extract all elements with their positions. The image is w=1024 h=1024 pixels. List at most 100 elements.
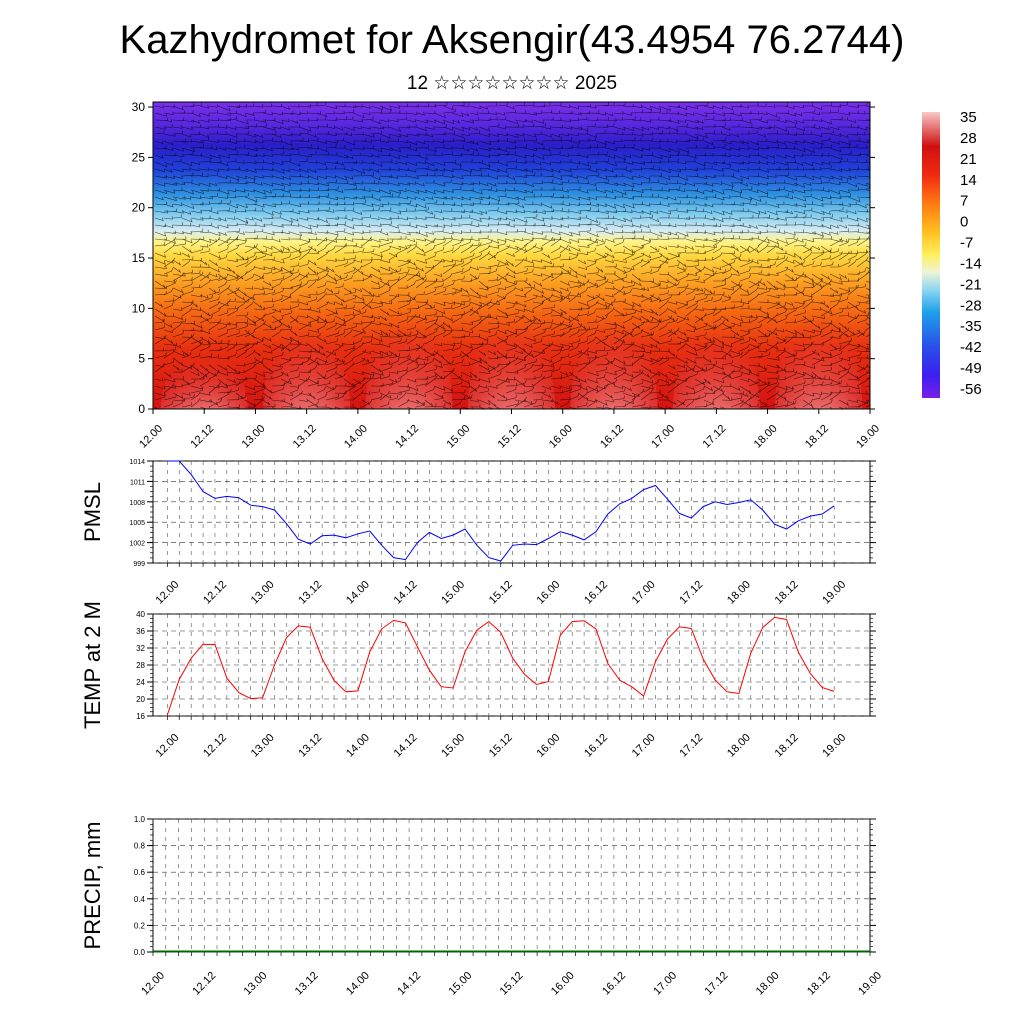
wind-barb xyxy=(181,147,195,152)
wind-barb xyxy=(820,224,832,230)
wind-barb xyxy=(820,213,833,219)
wind-barb xyxy=(199,173,209,177)
wind-barb xyxy=(352,338,362,345)
wind-barb xyxy=(730,161,744,165)
wind-barb xyxy=(433,321,445,331)
wind-barb xyxy=(415,182,425,187)
wind-barb xyxy=(811,166,822,171)
wind-barb xyxy=(478,357,488,364)
wind-barb xyxy=(496,336,508,344)
wind-barb xyxy=(595,158,609,163)
wind-barb xyxy=(325,152,338,156)
wind-barb xyxy=(460,406,473,409)
wind-barb xyxy=(811,285,824,296)
wind-barb xyxy=(523,294,538,303)
wind-barb xyxy=(667,130,678,135)
wind-barb xyxy=(712,196,725,201)
wind-barb xyxy=(397,338,408,345)
wind-barb xyxy=(802,364,816,369)
wind-barb xyxy=(406,355,420,366)
wind-barb xyxy=(838,364,847,371)
wind-barb xyxy=(820,308,833,315)
wind-barb xyxy=(478,244,491,254)
wind-barb xyxy=(262,269,272,275)
wind-barb xyxy=(397,231,411,236)
wind-barb xyxy=(280,118,290,122)
wind-barb xyxy=(469,403,481,408)
x-tick-label: 16.00 xyxy=(547,423,575,451)
wind-barb xyxy=(829,251,843,261)
wind-barb xyxy=(550,160,561,164)
wind-barb xyxy=(577,326,590,331)
wind-barb xyxy=(190,161,201,166)
wind-barb xyxy=(865,259,870,263)
wind-barb xyxy=(586,231,599,238)
wind-barb xyxy=(739,292,749,296)
wind-barb xyxy=(190,293,202,298)
wind-barb xyxy=(838,239,850,247)
wind-barb xyxy=(415,224,428,229)
wind-barb xyxy=(298,357,310,366)
wind-barb xyxy=(523,343,533,348)
wind-barb xyxy=(181,252,191,258)
wind-barb xyxy=(541,152,552,156)
wind-barb xyxy=(397,173,407,177)
wind-barb xyxy=(667,168,682,173)
wind-barb xyxy=(613,224,624,228)
wind-barb xyxy=(784,203,798,207)
wind-barb xyxy=(361,229,371,234)
wind-barb xyxy=(460,172,471,177)
wind-barb xyxy=(559,153,569,157)
wind-barb xyxy=(163,104,175,108)
wind-barb xyxy=(640,126,650,131)
wind-barb xyxy=(307,399,319,408)
wind-barb xyxy=(811,223,824,228)
wind-barb xyxy=(847,166,859,170)
wind-barb xyxy=(748,130,758,135)
wind-barb xyxy=(154,189,168,195)
wind-barb xyxy=(676,130,687,135)
wind-barb xyxy=(370,238,381,243)
wind-barb xyxy=(640,165,655,170)
wind-barb xyxy=(658,110,668,114)
wind-barb xyxy=(847,196,861,203)
wind-barb xyxy=(739,258,750,262)
wind-barb xyxy=(236,145,245,149)
wind-barb xyxy=(676,337,689,345)
wind-barb xyxy=(253,133,264,139)
wind-barb xyxy=(406,270,420,282)
wind-barb xyxy=(667,111,680,115)
wind-barb xyxy=(244,349,256,359)
wind-barb xyxy=(154,335,165,340)
wind-barb xyxy=(856,102,868,107)
wind-barb xyxy=(460,239,472,247)
wind-barb xyxy=(379,105,393,111)
wind-barb xyxy=(721,235,734,240)
wind-barb xyxy=(424,350,439,359)
temperature-field xyxy=(152,101,871,410)
wind-barb xyxy=(478,294,488,298)
wind-barb xyxy=(748,160,761,164)
wind-barb xyxy=(262,364,272,372)
wind-barb xyxy=(838,278,850,282)
wind-barb xyxy=(415,203,427,209)
wind-barb xyxy=(865,154,870,157)
wind-barb xyxy=(838,399,849,406)
wind-barb xyxy=(370,207,380,212)
wind-barb xyxy=(154,394,166,401)
wind-barb xyxy=(433,196,447,200)
wind-barb xyxy=(793,126,806,132)
wind-barb xyxy=(199,215,211,219)
wind-barb xyxy=(496,377,509,387)
wind-barb xyxy=(595,253,609,261)
wind-barb xyxy=(730,315,744,322)
wind-barb xyxy=(343,341,354,345)
wind-barb xyxy=(667,196,677,201)
wind-barb xyxy=(649,116,660,121)
wind-barb xyxy=(496,132,508,137)
wind-barb xyxy=(586,385,599,394)
wind-barb xyxy=(730,351,743,359)
wind-barb xyxy=(523,123,535,128)
wind-barb xyxy=(469,398,479,403)
wind-barb xyxy=(298,349,312,353)
